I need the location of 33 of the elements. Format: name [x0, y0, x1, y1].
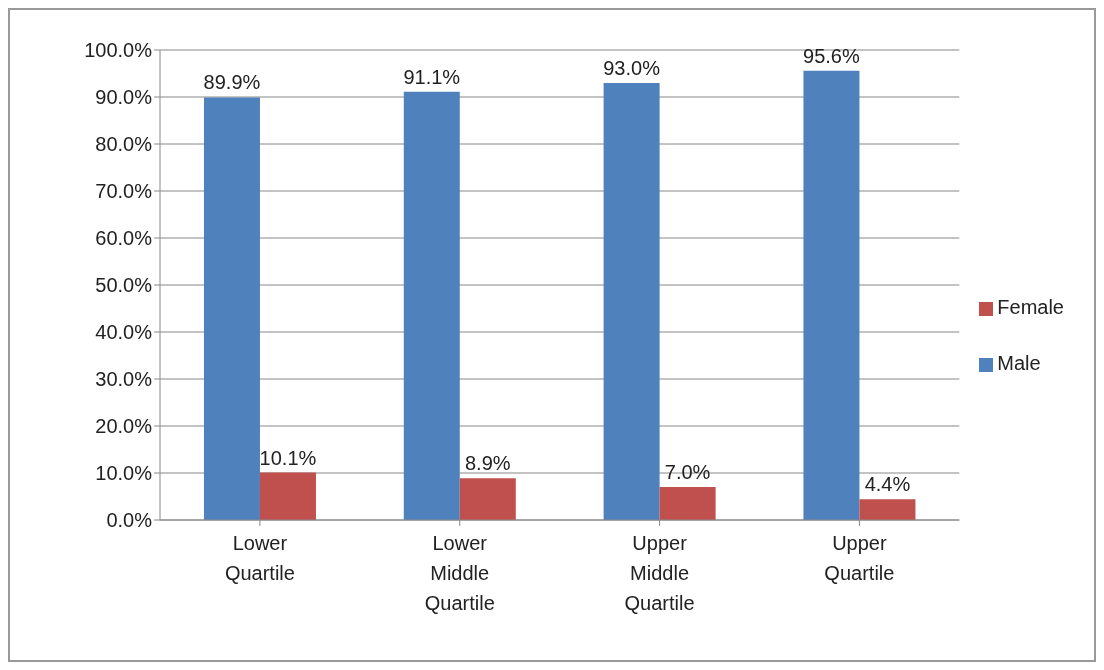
y-tick-label: 10.0% — [95, 462, 153, 485]
bar — [803, 70, 860, 520]
data-label: 93.0% — [603, 56, 661, 79]
y-tick-label: 100.0% — [84, 39, 153, 62]
x-tick-label: Lower Quartile — [224, 532, 295, 584]
bar — [459, 478, 516, 520]
y-tick-label: 80.0% — [95, 133, 153, 156]
x-tick-label: Upper Middle Quartile — [624, 532, 695, 614]
legend-label: Male — [997, 352, 1041, 374]
data-label: 10.1% — [259, 446, 317, 469]
data-label: 4.4% — [864, 473, 911, 496]
y-tick-label: 70.0% — [95, 180, 153, 203]
x-tick-label: Lower Middle Quartile — [424, 532, 495, 614]
y-tick-label: 50.0% — [95, 274, 153, 297]
bar — [259, 472, 316, 520]
data-label: 7.0% — [664, 461, 711, 484]
y-tick-label: 40.0% — [95, 321, 153, 344]
data-label: 8.9% — [464, 452, 511, 475]
y-tick-label: 20.0% — [95, 415, 153, 438]
bar — [659, 487, 716, 520]
data-label: 89.9% — [203, 71, 261, 94]
legend-label: Female — [997, 296, 1064, 318]
bar — [203, 97, 260, 520]
y-tick-label: 0.0% — [106, 509, 153, 532]
x-tick-label: Upper Quartile — [824, 532, 895, 584]
bar — [603, 82, 660, 520]
data-label: 95.6% — [803, 44, 860, 67]
y-tick-label: 60.0% — [95, 227, 153, 250]
y-tick-label: 30.0% — [95, 368, 153, 391]
data-label: 91.1% — [403, 65, 461, 88]
bar — [403, 91, 460, 520]
bar — [859, 499, 916, 520]
y-tick-label: 90.0% — [95, 86, 153, 109]
